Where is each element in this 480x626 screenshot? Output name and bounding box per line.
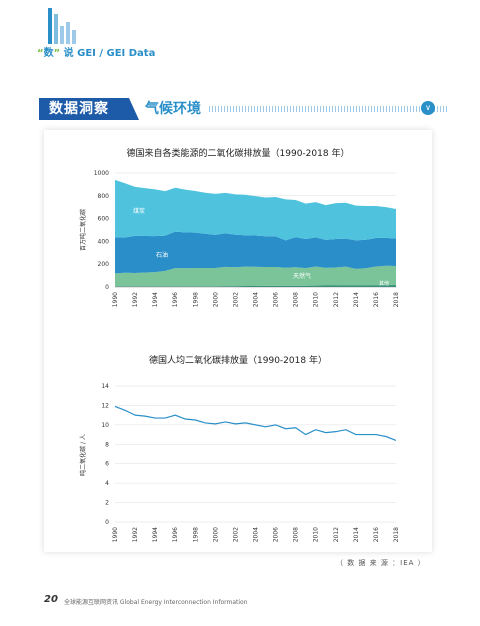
brand-quote-open: “ <box>37 48 44 59</box>
x-tick-label: 2000 <box>212 292 219 307</box>
label-oil: 石油 <box>156 251 168 259</box>
y-tick-label: 10 <box>101 422 109 429</box>
section-label: 数据洞察 <box>39 98 139 120</box>
x-tick-label: 2012 <box>333 527 340 542</box>
content-panel: 德国来自各类能源的二氧化碳排放量（1990-2018 年） 百万吨二氧化碳 0 2… <box>44 130 432 552</box>
x-tick-label: 2006 <box>273 292 280 307</box>
label-coal: 煤炭 <box>133 207 145 215</box>
chart-per-capita-emissions: 德国人均二氧化碳排放量（1990-2018 年） 吨二氧化碳 / 人 0 2 4 6 8… <box>79 354 400 542</box>
label-gas: 天然气 <box>293 272 311 280</box>
x-tick-label: 2002 <box>232 292 239 307</box>
y-tick-label: 12 <box>101 402 109 409</box>
section-title: 气候环境 <box>145 101 201 117</box>
y-tick-label: 400 <box>98 238 110 245</box>
x-tick-label: 2018 <box>393 292 400 307</box>
label-other: 其他 <box>379 280 389 287</box>
x-tick-label: 2016 <box>373 292 380 307</box>
x-tick-label: 2014 <box>353 527 360 542</box>
footer-text: 全球能源互联网资讯 Global Energy Interconnection … <box>64 599 248 606</box>
brand-quote-close: ” <box>53 48 61 59</box>
x-tick-label: 2016 <box>373 527 380 542</box>
y-tick-label: 200 <box>98 261 110 268</box>
y-tick-label: 2 <box>105 500 109 507</box>
x-tick-label: 2008 <box>293 292 300 307</box>
chart1-title: 德国来自各类能源的二氧化碳排放量（1990-2018 年） <box>127 147 350 159</box>
x-tick-label: 2012 <box>333 292 340 307</box>
chart2-ylabel: 吨二氧化碳 / 人 <box>79 434 87 476</box>
x-tick-label: 2014 <box>353 292 360 307</box>
source-note: （ 数 据 来 源 ：IEA ） <box>336 559 426 567</box>
x-tick-label: 2018 <box>393 527 400 542</box>
x-tick-label: 2002 <box>232 527 239 542</box>
area-series <box>115 179 396 241</box>
x-tick-label: 1996 <box>172 292 179 307</box>
x-tick-label: 1994 <box>152 292 159 307</box>
chart2-title: 德国人均二氧化碳排放量（1990-2018 年） <box>149 354 327 366</box>
x-tick-label: 2010 <box>313 527 320 542</box>
y-tick-label: 0 <box>105 519 109 526</box>
area-series <box>115 265 396 287</box>
x-tick-label: 1998 <box>192 527 199 542</box>
x-tick-label: 1998 <box>192 292 199 307</box>
brand-char: 数 <box>43 48 54 59</box>
y-tick-label: 8 <box>105 441 109 448</box>
section-banner: 数据洞察 气候环境 ∨ <box>39 98 447 120</box>
brand-rest: 说 GEI / GEI Data <box>63 48 156 59</box>
y-tick-label: 800 <box>98 193 110 200</box>
x-tick-label: 1994 <box>152 527 159 542</box>
x-tick-label: 2004 <box>253 292 260 307</box>
y-tick-label: 0 <box>105 284 109 291</box>
x-tick-label: 1992 <box>132 292 139 307</box>
x-tick-label: 1990 <box>112 292 119 307</box>
y-tick-label: 14 <box>101 383 109 390</box>
area-series <box>115 231 396 274</box>
x-tick-label: 1996 <box>172 527 179 542</box>
x-tick-label: 2004 <box>253 527 260 542</box>
x-tick-label: 2006 <box>273 527 280 542</box>
x-tick-label: 2008 <box>293 527 300 542</box>
line-series <box>114 405 397 441</box>
banner-stripes <box>209 106 447 112</box>
x-tick-label: 2010 <box>313 292 320 307</box>
x-tick-label: 1990 <box>112 527 119 542</box>
x-tick-label: 1992 <box>132 527 139 542</box>
page-number: 20 <box>44 594 58 605</box>
y-tick-label: 600 <box>98 216 110 223</box>
chevron-down-icon[interactable]: ∨ <box>421 101 435 115</box>
chart-emissions-by-source: 德国来自各类能源的二氧化碳排放量（1990-2018 年） 百万吨二氧化碳 0 2… <box>79 147 400 307</box>
y-tick-label: 6 <box>105 461 109 468</box>
y-tick-label: 4 <box>105 480 109 487</box>
brand-logo <box>40 8 80 48</box>
brand-title: “数” 说 GEI / GEI Data <box>37 44 155 59</box>
y-tick-label: 1000 <box>94 170 109 177</box>
chart1-ylabel: 百万吨二氧化碳 <box>79 209 87 251</box>
area-series <box>115 285 396 287</box>
x-tick-label: 2000 <box>212 527 219 542</box>
